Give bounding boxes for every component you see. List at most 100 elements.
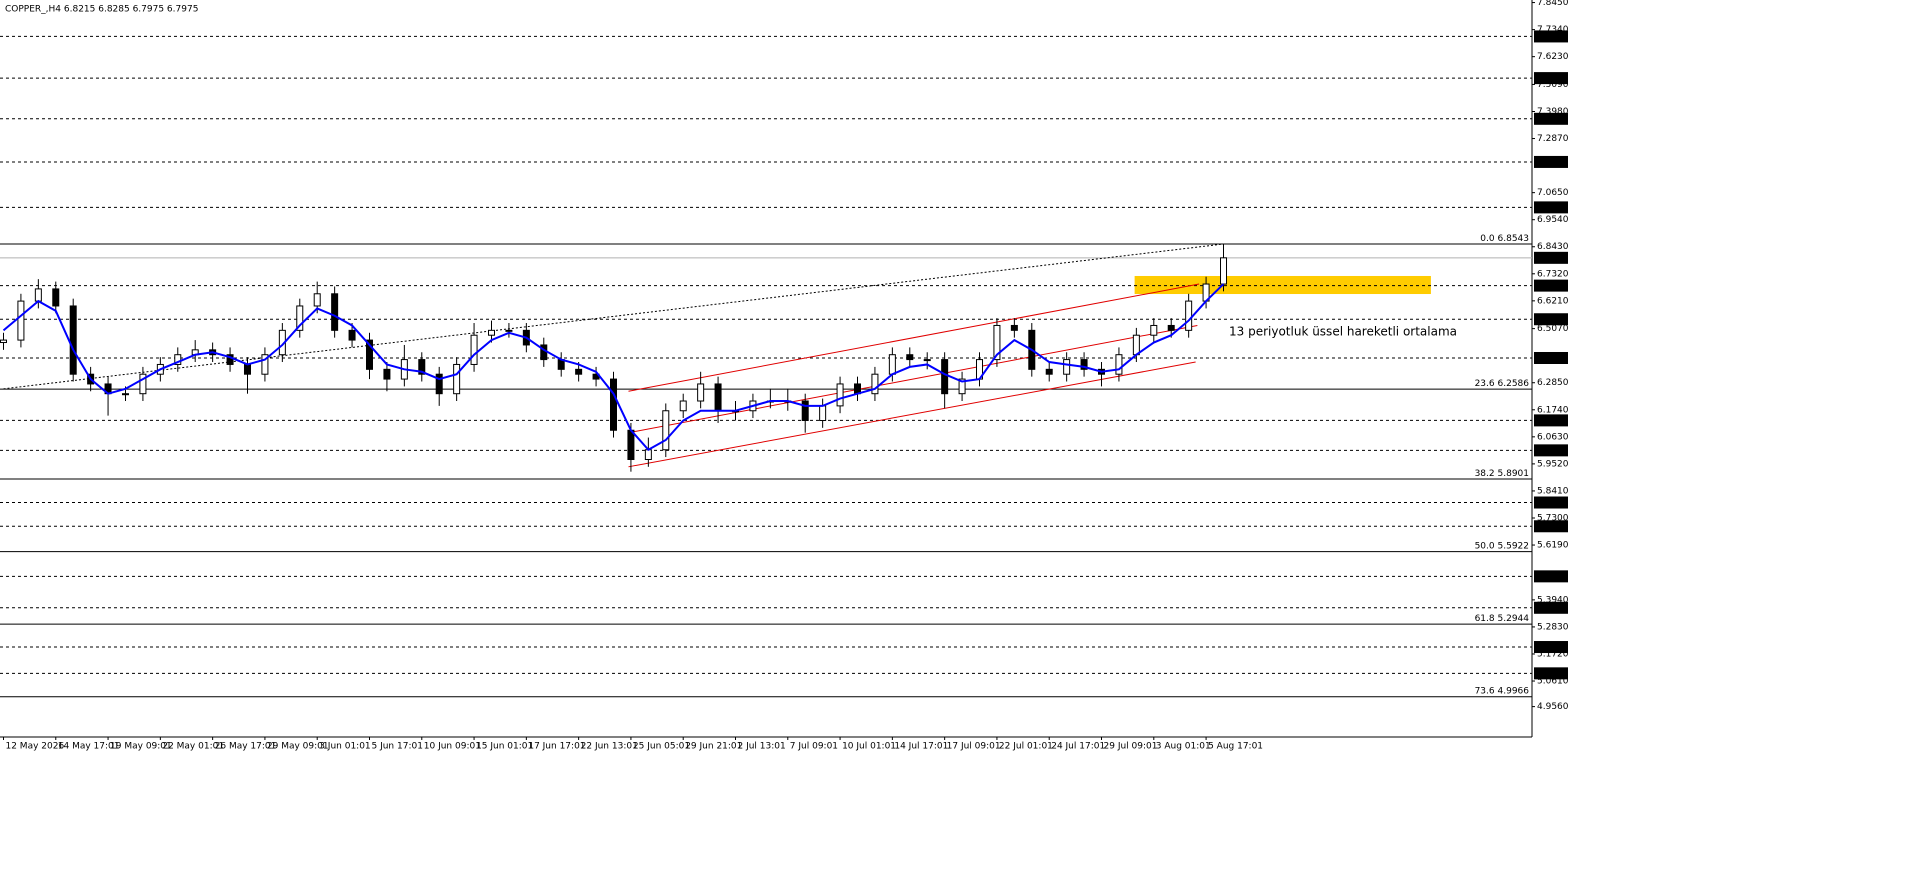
candle-body	[435, 373, 443, 395]
y-tick-label: 5.6190	[1537, 541, 1569, 551]
y-tick-label: 5.3940	[1537, 595, 1569, 605]
level-label-box	[1534, 641, 1568, 654]
candle-body	[69, 305, 77, 375]
x-tick-label: 10 Jun 09:01	[424, 742, 481, 752]
candle-body	[505, 329, 513, 332]
x-tick-label: 29 Jun 21:01	[685, 742, 742, 752]
level-label: 6.5455	[1536, 315, 1568, 325]
candle-body	[644, 449, 652, 460]
level-label: 6.1305	[1536, 416, 1568, 426]
level-label-box	[1534, 520, 1568, 533]
y-tick-label: 7.2870	[1537, 134, 1569, 144]
level-label-box	[1534, 279, 1568, 292]
level-label: 5.0925	[1536, 669, 1568, 679]
fib-label: 61.8 5.2944	[1475, 614, 1530, 624]
level-label: 7.5350	[1536, 74, 1568, 84]
candle-body	[1220, 257, 1228, 285]
fib-label: 0.0 6.8543	[1480, 233, 1529, 243]
level-label: 6.0075	[1536, 446, 1568, 456]
fib-price: 5.2944	[1498, 614, 1530, 624]
y-tick-label: 5.1720	[1537, 649, 1569, 659]
level-label-box	[1534, 667, 1568, 680]
y-tick-label: 7.7340	[1537, 25, 1569, 35]
x-tick-label: 3 Aug 01:01	[1156, 742, 1211, 752]
ema-line	[2, 283, 1225, 452]
fib-label: 23.6 6.2586	[1475, 379, 1530, 389]
trendline	[3, 243, 1224, 390]
level-label-box	[1534, 496, 1568, 509]
candle-body	[243, 363, 251, 375]
candle-body	[453, 363, 461, 395]
level-label-box	[1534, 72, 1568, 85]
x-tick-label: 2 Jul 13:01	[737, 742, 785, 752]
level-label: 7.3680	[1536, 114, 1568, 124]
level-label-box	[1534, 201, 1568, 214]
candle-body	[418, 359, 426, 375]
y-tick-label: 6.1740	[1537, 405, 1569, 415]
x-tick-label: 22 Jul 01:01	[999, 742, 1053, 752]
y-tick-label: 7.6230	[1537, 52, 1569, 62]
candle-body	[52, 288, 60, 307]
candle-body	[836, 383, 844, 407]
x-tick-label: 29 May 09:01	[267, 742, 329, 752]
candle-body	[1045, 368, 1053, 375]
fib-level: 61.8	[1475, 614, 1495, 624]
x-tick-label: 7 Jul 09:01	[790, 742, 838, 752]
fib-level: 38.2	[1475, 468, 1495, 478]
fib-price: 5.8901	[1498, 468, 1530, 478]
fib-label: 73.6 4.9966	[1475, 686, 1530, 696]
x-tick-label: 5 Aug 17:01	[1208, 742, 1263, 752]
x-tick-label: 29 Jul 09:01	[1104, 742, 1158, 752]
candle-body	[662, 410, 670, 451]
x-tick-label: 25 Jun 05:01	[633, 742, 690, 752]
candle-body	[609, 378, 617, 431]
candle-body	[1167, 324, 1175, 331]
x-tick-label: 14 Jul 17:01	[894, 742, 948, 752]
y-tick-label: 4.9560	[1537, 702, 1569, 712]
level-label: 5.6960	[1536, 522, 1568, 532]
candle-body	[993, 324, 1001, 361]
candle-body	[348, 329, 356, 341]
trendline	[628, 283, 1200, 392]
candle-body	[1080, 359, 1088, 370]
level-label: 7.0045	[1536, 203, 1568, 213]
x-tick-label: 17 Jul 09:01	[947, 742, 1001, 752]
annotation: 13 periyotluk üssel hareketli ortalama	[1229, 325, 1457, 339]
candle-body	[819, 405, 827, 422]
y-tick-label: 5.7300	[1537, 513, 1569, 523]
chart-title: COPPER_,H4 6.8215 6.8285 6.7975 6.7975	[5, 5, 198, 15]
y-tick-label: 6.6210	[1537, 296, 1569, 306]
candle-body	[383, 368, 391, 380]
x-tick-label: 5 Jun 17:01	[371, 742, 422, 752]
x-tick-label: 22 May 01:01	[162, 742, 224, 752]
level-label-box	[1534, 414, 1568, 427]
candle-body	[888, 354, 896, 375]
candle-body	[1185, 300, 1193, 331]
x-tick-label: 22 Jun 13:01	[581, 742, 638, 752]
level-label: 6.6835	[1536, 281, 1568, 291]
trendline	[628, 324, 1198, 434]
fib-price: 6.2586	[1498, 379, 1530, 389]
y-tick-label: 5.0610	[1537, 677, 1569, 687]
x-tick-label: 10 Jul 01:01	[842, 742, 896, 752]
fib-level: 23.6	[1475, 379, 1495, 389]
y-tick-label: 6.2850	[1537, 378, 1569, 388]
candle-body	[1115, 354, 1123, 375]
candle-body	[679, 400, 687, 412]
y-tick-label: 7.8450	[1537, 0, 1569, 8]
x-tick-label: 14 May 17:01	[58, 742, 120, 752]
level-label: 5.4905	[1536, 572, 1568, 582]
candle-body	[1063, 359, 1071, 375]
candle-body	[121, 393, 129, 396]
level-label: 7.1910	[1536, 157, 1568, 167]
x-tick-label: 24 Jul 17:01	[1051, 742, 1105, 752]
zone	[1134, 275, 1431, 295]
x-tick-label: 19 May 09:01	[110, 742, 172, 752]
candle-body	[1150, 324, 1158, 336]
candle-body	[801, 400, 809, 422]
y-tick-label: 6.8430	[1537, 242, 1569, 252]
level-label: 5.7935	[1536, 498, 1568, 508]
y-tick-label: 5.2830	[1537, 622, 1569, 632]
fib-level: 73.6	[1475, 686, 1495, 696]
